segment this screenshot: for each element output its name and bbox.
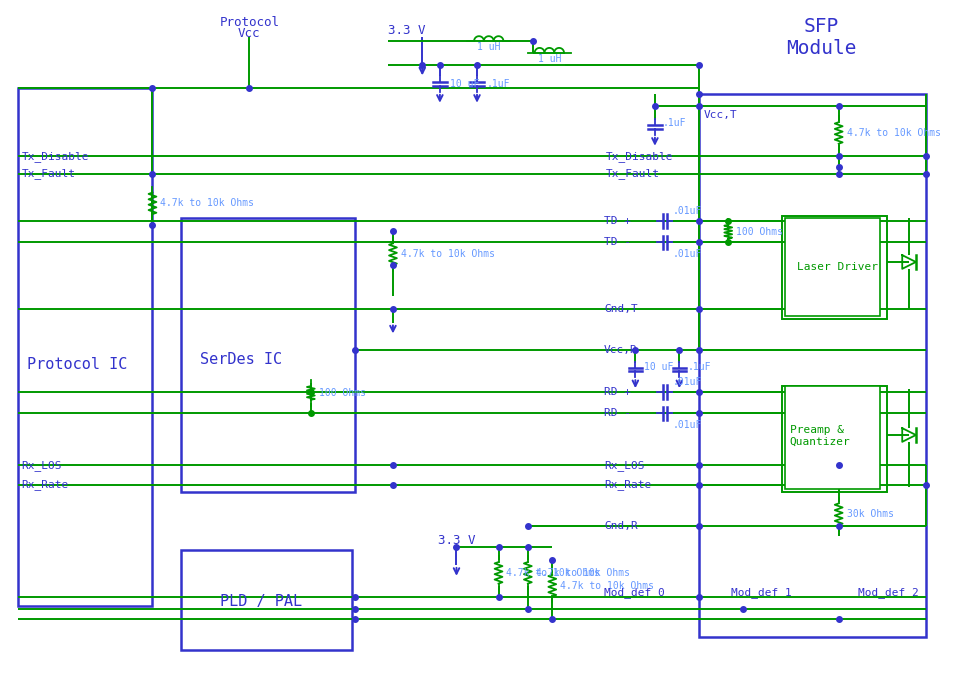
Text: Tx_Disable: Tx_Disable [21,151,89,162]
Text: SerDes IC: SerDes IC [200,352,282,367]
Bar [782,386,886,491]
Text: 10 uF: 10 uF [644,362,674,372]
Text: .1uF: .1uF [663,118,686,128]
Bar [699,94,925,638]
Text: 4.7k to 10k Ohms: 4.7k to 10k Ohms [847,128,941,138]
Text: Vcc,R: Vcc,R [604,345,638,355]
Text: RD +: RD + [604,387,631,397]
Text: 4.7k to 10k Ohms: 4.7k to 10k Ohms [560,580,654,590]
Text: Protocol IC: Protocol IC [28,357,127,372]
Text: Gnd,T: Gnd,T [604,304,638,314]
Text: Protocol: Protocol [219,16,279,29]
Text: Rx_LOS: Rx_LOS [21,460,62,470]
Text: .01uF: .01uF [673,420,701,430]
Text: 100 Ohms: 100 Ohms [736,227,783,237]
Bar [782,216,886,319]
Bar [17,88,152,606]
Text: Mod_def 2: Mod_def 2 [858,587,919,598]
Text: 10 uF: 10 uF [450,79,479,89]
Text: Mod_def 1: Mod_def 1 [731,587,791,598]
Text: Tx_Fault: Tx_Fault [606,168,660,180]
Text: 4.7k to 10k Ohms: 4.7k to 10k Ohms [506,568,600,578]
Text: Vcc: Vcc [238,26,260,40]
Text: .01uF: .01uF [673,206,701,216]
Text: .1uF: .1uF [487,79,510,89]
Text: 1 uH: 1 uH [538,54,561,63]
Text: 4.7k to 10k Ohms: 4.7k to 10k Ohms [161,198,255,208]
Text: Laser Driver: Laser Driver [796,262,878,272]
Text: Tx_Disable: Tx_Disable [606,151,674,162]
Text: .1uF: .1uF [687,362,711,372]
Text: 4.7k to 10k Ohms: 4.7k to 10k Ohms [401,249,495,259]
Text: Mod_def 0: Mod_def 0 [604,587,665,598]
Text: Vcc,T: Vcc,T [703,111,738,120]
Text: .01uF: .01uF [673,249,701,259]
Text: 4.7k to 10k Ohms: 4.7k to 10k Ohms [536,568,630,578]
Text: Rx_LOS: Rx_LOS [604,460,645,470]
Text: TD +: TD + [604,216,631,226]
Bar [181,218,355,491]
Text: 3.3 V: 3.3 V [389,24,426,37]
Bar [181,551,352,650]
Text: Rx_Rate: Rx_Rate [604,480,652,490]
Text: Rx_Rate: Rx_Rate [21,480,69,490]
Text: Tx_Fault: Tx_Fault [21,168,76,180]
Text: 100 Ohms: 100 Ohms [319,388,366,398]
Text: Gnd,R: Gnd,R [604,521,638,531]
Text: Preamp &
Quantizer: Preamp & Quantizer [790,425,851,447]
Bar [785,386,879,489]
Text: 1 uH: 1 uH [477,42,501,52]
Text: .01uF: .01uF [673,377,701,387]
Bar [785,218,879,316]
Text: 3.3 V: 3.3 V [437,534,476,547]
Text: TD -: TD - [604,237,631,248]
Text: RD -: RD - [604,409,631,418]
Text: PLD / PAL: PLD / PAL [220,594,302,609]
Text: 30k Ohms: 30k Ohms [847,509,894,519]
Text: SFP
Module: SFP Module [786,17,857,58]
